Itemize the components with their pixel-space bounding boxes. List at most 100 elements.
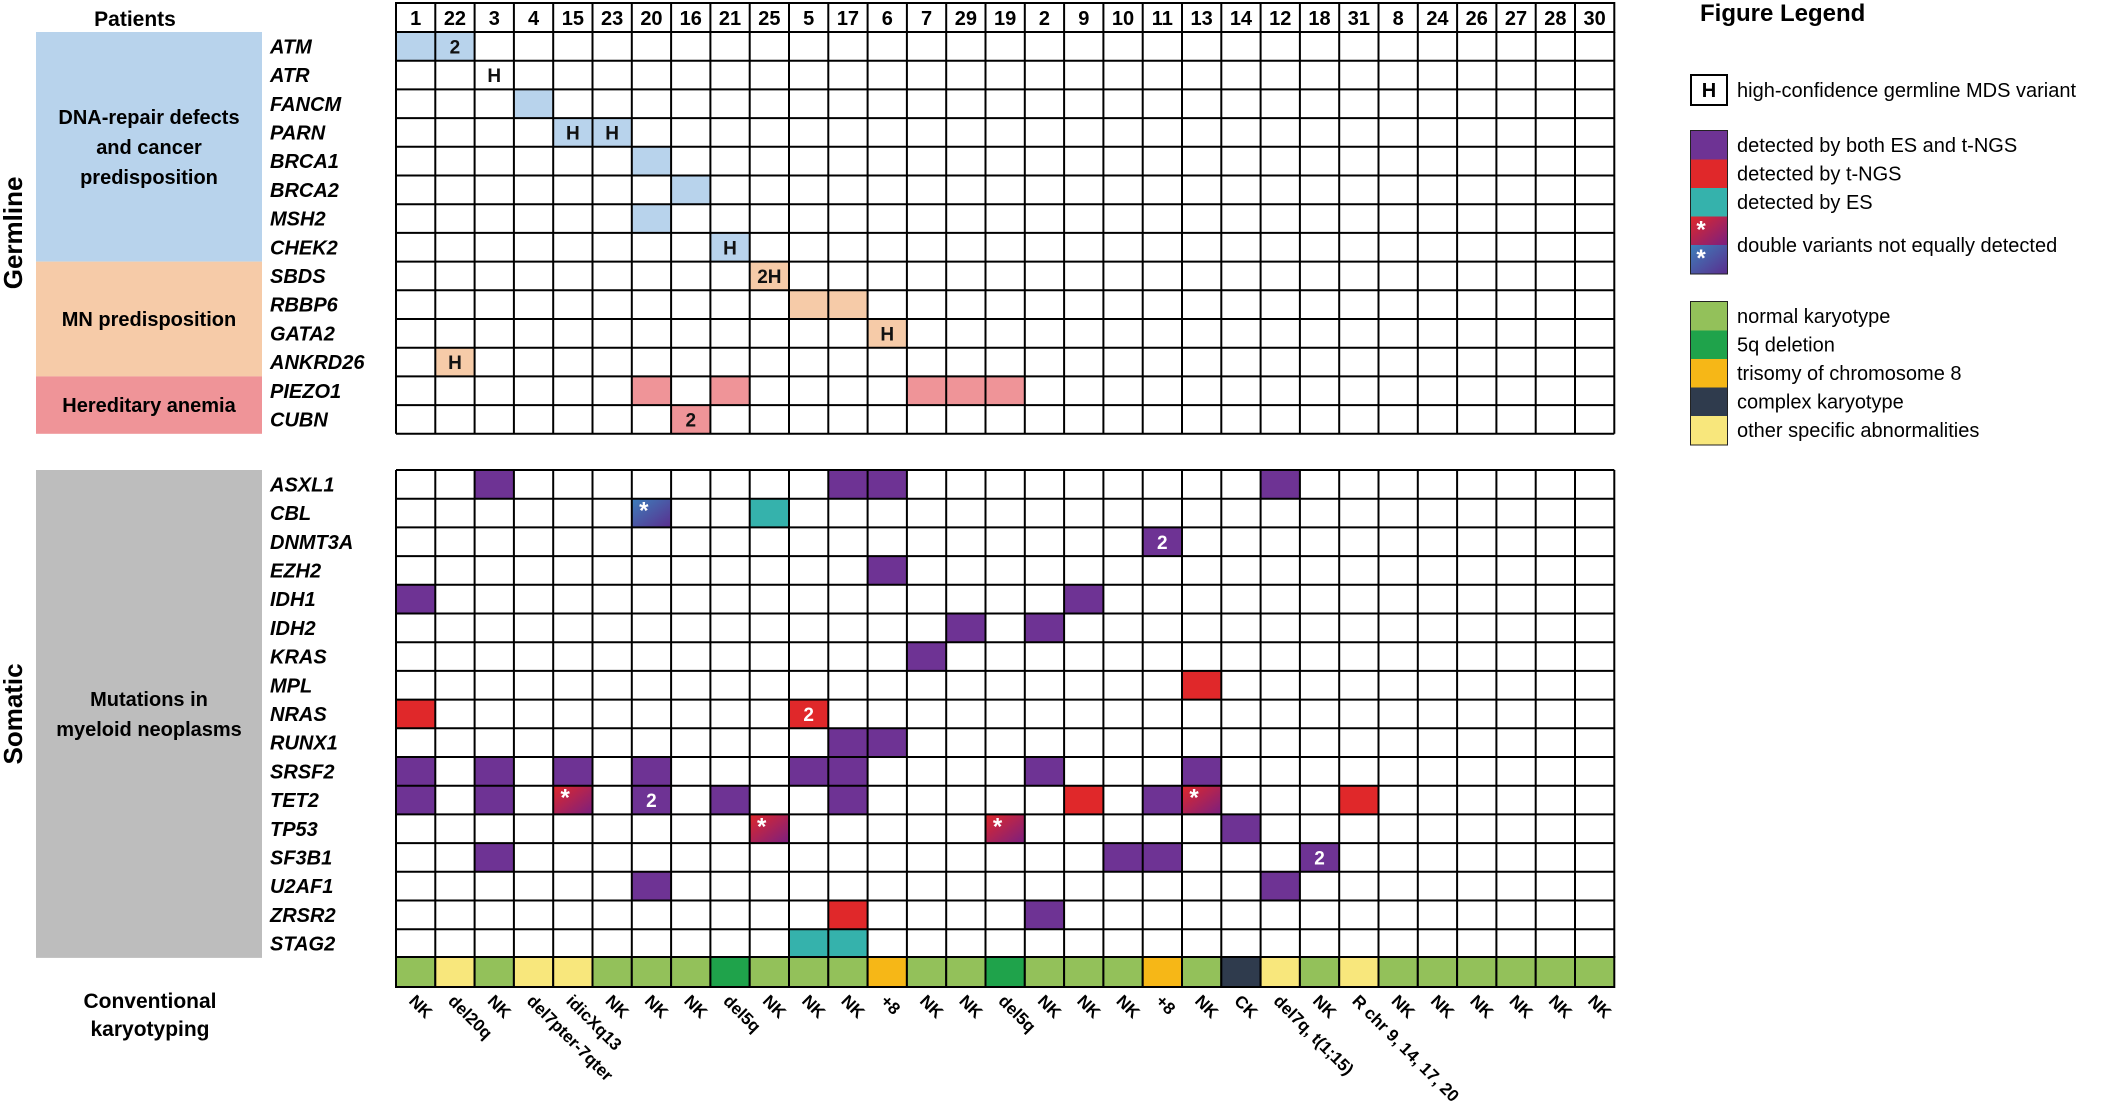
variant-cell — [1142, 843, 1182, 872]
legend-swatch-es — [1691, 188, 1727, 217]
variant-cell — [828, 470, 868, 499]
variant-cell — [474, 757, 514, 786]
karyotype-cell — [1102, 956, 1144, 988]
variant-cell — [710, 785, 750, 815]
variant-cell — [1221, 814, 1261, 844]
variant-cell-annotation: 2 — [1157, 533, 1168, 554]
patient-id-label: 27 — [1505, 8, 1527, 30]
karyotype-cell — [905, 956, 948, 988]
variant-cell — [592, 118, 632, 147]
legend-h-label: high-confidence germline MDS variant — [1737, 80, 2076, 102]
variant-cell — [1260, 871, 1300, 901]
karyotype-cell — [630, 956, 673, 988]
karyotype-cell — [1063, 956, 1105, 988]
karyotype-cell — [866, 956, 908, 988]
gene-label: IDH2 — [270, 618, 316, 640]
karyotype-value-label: NK — [1427, 991, 1458, 1022]
patient-id-label: 3 — [489, 8, 500, 30]
variant-cell-annotation: 2 — [685, 410, 696, 431]
karyotype-value-label: NK — [1073, 991, 1104, 1022]
variant-cell — [1024, 757, 1065, 786]
patient-id-label: 15 — [562, 8, 584, 30]
section-label-somatic: Somatic — [0, 663, 28, 764]
legend-label-trisomy8: trisomy of chromosome 8 — [1737, 363, 1962, 385]
variant-cell — [789, 699, 829, 729]
variant-cell — [1182, 785, 1222, 815]
patients-header-label: Patients — [94, 8, 176, 31]
variant-cell — [1064, 584, 1104, 614]
legend-label-tngs: detected by t-NGS — [1737, 164, 1902, 186]
karyotype-cell — [1023, 956, 1066, 988]
legend-label-es: detected by ES — [1737, 192, 1873, 214]
variant-cell — [1339, 785, 1379, 815]
patient-id-label: 16 — [680, 8, 702, 30]
variant-cell — [396, 699, 436, 729]
gene-label: ATM — [269, 36, 313, 58]
karyotype-value-label: NK — [916, 991, 947, 1022]
patient-id-label: 1 — [410, 8, 421, 30]
variant-cell-annotation: * — [757, 813, 767, 840]
variant-cell — [513, 89, 554, 119]
patient-id-label: 7 — [921, 8, 932, 30]
patient-id-label: 6 — [882, 8, 893, 30]
karyotype-cell — [1338, 956, 1380, 988]
patient-id-label: 4 — [528, 8, 540, 30]
variant-cell-annotation: * — [993, 813, 1003, 840]
patient-id-label: 23 — [601, 8, 623, 30]
variant-cell-annotation: * — [561, 785, 571, 812]
variant-cell — [553, 785, 593, 815]
legend-label-other: other specific abnormalities — [1737, 420, 1979, 442]
variant-cell — [789, 290, 829, 319]
patient-id-label: 11 — [1152, 8, 1173, 30]
variant-cell — [553, 757, 593, 786]
legend-title: Figure Legend — [1700, 0, 1865, 27]
karyotype-cell — [1495, 956, 1537, 988]
variant-cell — [828, 290, 868, 319]
patient-id-label: 22 — [444, 8, 466, 30]
variant-cell — [396, 584, 436, 614]
patient-id-label: 12 — [1269, 8, 1291, 30]
gene-group-box — [36, 32, 262, 262]
variant-cell — [631, 498, 672, 528]
variant-cell — [1103, 843, 1143, 872]
variant-cell — [946, 613, 986, 643]
karyotype-cell — [552, 956, 594, 988]
patient-id-label: 14 — [1230, 8, 1253, 30]
karyotype-value-label: NK — [641, 991, 672, 1022]
gene-group-label: Mutations in — [90, 689, 208, 711]
gene-label: SBDS — [270, 266, 326, 288]
legend-swatch-complex — [1691, 387, 1727, 416]
variant-cell — [1142, 785, 1182, 815]
legend-h-symbol: H — [1702, 80, 1716, 102]
patient-id-label: 18 — [1308, 8, 1330, 30]
variant-cell — [867, 556, 907, 585]
karyotype-value-label: NK — [1584, 991, 1615, 1022]
patient-id-label: 26 — [1466, 8, 1488, 30]
variant-cell — [1299, 843, 1340, 872]
variant-cell — [474, 60, 514, 90]
variant-cell-annotation: H — [605, 123, 619, 144]
karyotype-cell — [1416, 956, 1459, 988]
karyotype-cell — [1298, 956, 1341, 988]
karyotype-cell — [1220, 956, 1262, 988]
patient-id-label: 25 — [758, 8, 780, 30]
karyotype-cell — [473, 956, 515, 988]
gene-group-box — [36, 470, 262, 958]
variant-cell-annotation: * — [639, 498, 649, 525]
patient-id-label: 19 — [994, 8, 1016, 30]
karyotype-cell — [395, 956, 437, 988]
gene-label: DNMT3A — [270, 532, 353, 554]
variant-cell — [828, 785, 868, 815]
variant-cell — [1024, 900, 1065, 930]
variant-cell — [474, 470, 514, 499]
gene-group-label: predisposition — [80, 167, 218, 189]
variant-cell — [1142, 527, 1182, 557]
legend-star-red: * — [1696, 217, 1706, 244]
gene-label: TP53 — [270, 819, 318, 841]
variant-cell — [867, 319, 907, 348]
variant-cell — [474, 843, 514, 872]
variant-cell-annotation: H — [448, 353, 462, 374]
gene-group-label: and cancer — [96, 137, 202, 159]
legend-label-complex: complex karyotype — [1737, 392, 1904, 414]
karyotype-value-label: NK — [405, 991, 436, 1022]
